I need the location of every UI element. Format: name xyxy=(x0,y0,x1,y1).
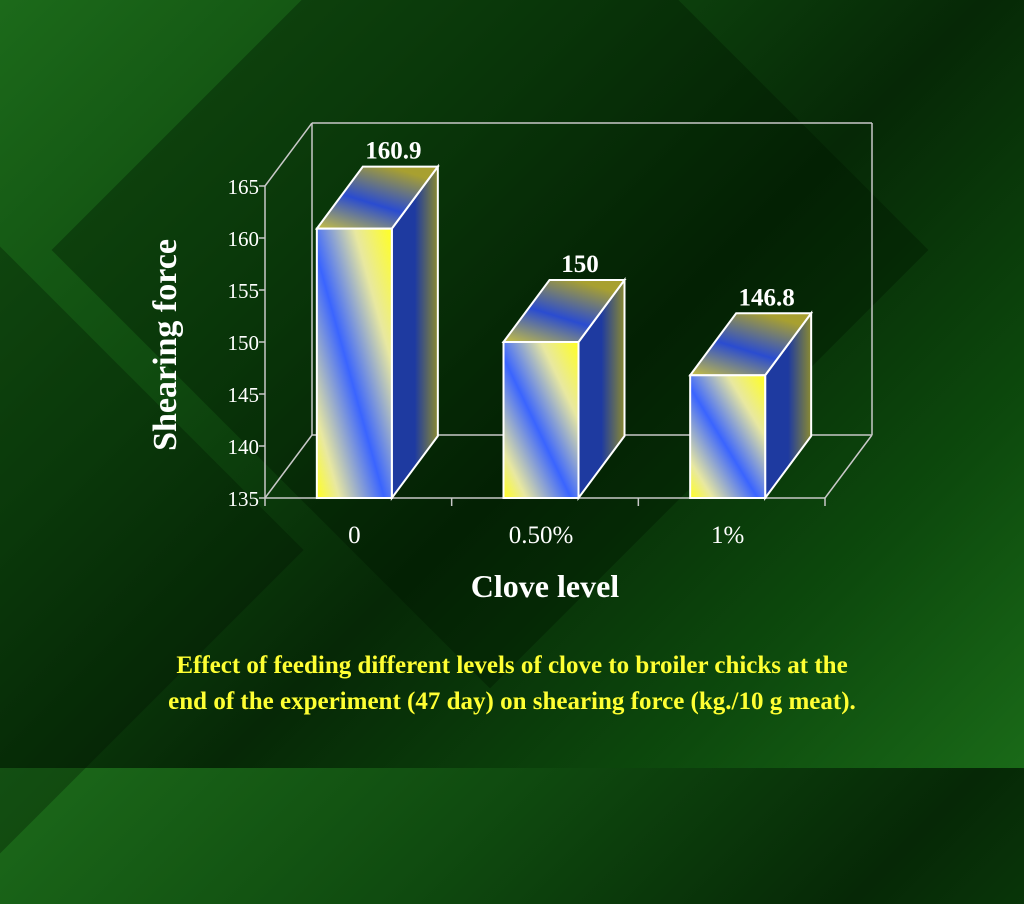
caption-line-2: end of the experiment (47 day) on sheari… xyxy=(168,688,856,715)
bar-front xyxy=(502,341,580,499)
y-tick-label: 145 xyxy=(228,383,260,407)
floor-right-edge xyxy=(824,434,873,499)
side-wall-top xyxy=(264,122,313,187)
y-tick-label: 155 xyxy=(228,279,260,303)
x-tick-label: 0.50% xyxy=(509,522,574,549)
floor-left-edge xyxy=(264,434,313,499)
data-label: 160.9 xyxy=(365,138,421,165)
data-label: 150 xyxy=(561,251,599,278)
bar xyxy=(314,163,440,502)
y-tick-label: 135 xyxy=(228,487,260,511)
y-tick-label: 165 xyxy=(228,175,260,199)
y-tick-label: 160 xyxy=(228,227,260,251)
x-axis-title: Clove level xyxy=(470,568,620,604)
data-label: 146.8 xyxy=(739,284,795,311)
bar xyxy=(501,276,627,502)
caption-line-1: Effect of feeding different levels of cl… xyxy=(176,652,848,679)
caption: Effect of feeding different levels of cl… xyxy=(0,648,1024,720)
y-axis-title: Shearing force xyxy=(147,239,184,451)
x-tick-label: 0 xyxy=(348,522,361,549)
y-tick-label: 140 xyxy=(228,435,260,459)
bar-front xyxy=(689,374,767,499)
x-tick-label: 1% xyxy=(711,522,744,549)
bar-front xyxy=(315,227,393,499)
bar xyxy=(688,310,814,502)
bar-chart: 135 140 145 150 155 160 165 160.9 0 150 0.50% 146.8… xyxy=(228,122,873,549)
y-tick-label: 150 xyxy=(228,331,260,355)
